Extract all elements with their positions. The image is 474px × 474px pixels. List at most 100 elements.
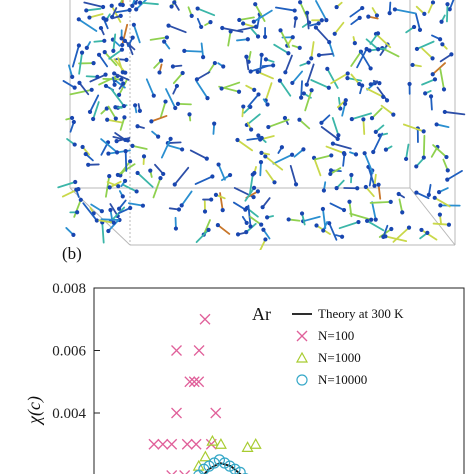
particle [199,24,204,30]
particle [445,177,450,182]
data-point-x [166,438,178,450]
particle [357,15,362,20]
velocity-arrow [302,215,321,223]
particle [105,117,110,122]
particle [212,60,217,66]
particle [314,223,319,228]
particle [425,230,430,235]
particle [445,168,450,173]
particle [339,234,345,239]
data-point-x [157,438,169,450]
particle [156,134,161,139]
particle [421,155,426,160]
particle [321,188,326,193]
particle [137,0,143,5]
particle [107,185,112,190]
particle [336,133,341,138]
data-point-triangle [249,438,262,449]
particle [195,6,200,11]
velocity-arrow [220,81,241,90]
particle [104,106,109,111]
velocity-arrow [150,115,168,123]
velocity-arrow [232,201,247,211]
particle [201,55,206,60]
particle [122,178,128,184]
velocity-arrow [369,200,392,204]
velocity-arrow [369,32,379,45]
particle [437,212,442,217]
velocity-arrow [107,105,117,120]
particle [255,189,261,194]
velocity-arrow [173,166,190,186]
particle [118,13,123,18]
particle [334,4,339,10]
particle [414,164,419,169]
particle [252,87,257,93]
particle [256,133,261,138]
velocity-arrow [160,138,172,159]
velocity-arrow [107,219,120,232]
particle [403,156,409,162]
particle [389,226,394,232]
particle [251,19,256,24]
particle [396,191,401,197]
velocity-arrow [57,181,77,189]
particle [99,209,104,214]
particle [353,152,359,157]
velocity-arrow [136,172,154,188]
legend-symbol-x [296,330,308,342]
particle [345,71,350,76]
particle [414,190,419,195]
particle [172,182,177,187]
particle [352,41,357,46]
particle [237,17,242,23]
velocity-arrow [77,18,98,32]
particle [116,92,122,97]
particle [376,47,381,52]
velocity-arrow [244,186,255,202]
particle [341,207,347,213]
velocity-arrow [98,75,119,86]
particle [328,168,334,173]
particle [417,27,423,33]
particle [87,109,93,115]
particle [120,42,125,48]
particle [189,13,194,18]
particle [220,25,225,31]
particle [141,154,147,159]
velocity-arrow [299,1,309,21]
particle [120,70,125,75]
velocity-arrow [135,0,148,11]
particle [309,56,314,61]
particle [377,80,382,86]
particle [159,58,164,63]
particle [371,149,376,155]
particle [262,34,268,39]
velocity-arrow [264,155,284,171]
particle [320,206,326,212]
velocity-arrow [100,218,121,221]
velocity-arrow [279,29,291,48]
particle [383,147,389,152]
velocity-arrow [414,12,421,31]
particle [428,94,434,99]
particle [373,129,378,135]
particle [375,31,381,36]
velocity-arrow [367,166,375,185]
particle [166,23,171,28]
particle [349,116,354,122]
particle [244,54,249,59]
velocity-arrow [298,118,311,130]
velocity-arrow [254,3,266,22]
velocity-arrow [105,175,111,198]
velocity-arrow [314,154,333,161]
velocity-arrow [259,161,262,177]
particle [133,103,138,108]
particle [78,197,83,202]
particle [309,88,314,93]
particle [172,0,177,5]
velocity-arrow [446,3,449,23]
particle-cloud [57,0,466,250]
particle [121,81,126,86]
chi-distribution-chart: 0.008 0.006 0.004 χ(c) Ar Theory at 300 K N… [24,281,465,474]
